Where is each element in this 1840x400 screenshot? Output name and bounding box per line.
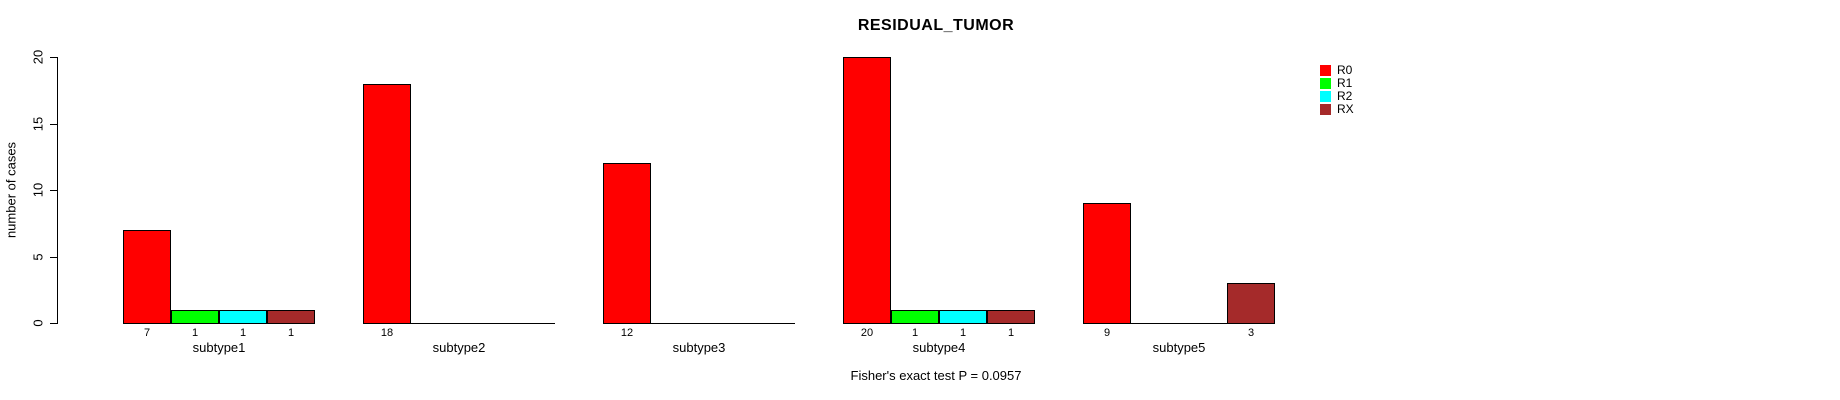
y-tick-label: 20 [30,49,46,65]
bar-value-label: 9 [1103,327,1111,339]
zero-bar-subtype2-R2 [459,323,507,324]
y-tick [50,257,57,258]
bar-value-label: 3 [1247,327,1255,339]
zero-bar-subtype2-R1 [411,323,459,324]
y-tick-label: 15 [30,116,46,132]
zero-bar-subtype3-R2 [699,323,747,324]
bar-subtype1-R2 [219,310,267,324]
legend-label-R1: R1 [1337,76,1353,90]
bar-subtype3-R0 [603,163,651,324]
y-tick [50,124,57,125]
legend-label-R2: R2 [1337,89,1353,103]
zero-bar-subtype2-RX [507,323,555,324]
legend-swatch-R1 [1320,78,1331,89]
bar-value-label: 1 [191,327,199,339]
bar-subtype1-RX [267,310,315,324]
legend-row-RX: RX [1320,103,1354,116]
bar-subtype5-R0 [1083,203,1131,324]
legend-label-R0: R0 [1337,63,1353,77]
zero-bar-subtype5-R2 [1179,323,1227,324]
legend-row-R2: R2 [1320,90,1354,103]
bar-value-label: 1 [959,327,967,339]
legend-row-R0: R0 [1320,64,1354,77]
bar-value-label: 1 [287,327,295,339]
y-tick-label: 10 [30,182,46,198]
legend-swatch-RX [1320,104,1331,115]
y-axis-line [57,57,58,324]
bar-value-label: 1 [1007,327,1015,339]
bar-subtype1-R1 [171,310,219,324]
y-tick [50,57,57,58]
bar-subtype4-R0 [843,57,891,324]
y-tick [50,323,57,324]
x-category-label-subtype5: subtype5 [1152,340,1206,355]
legend-swatch-R2 [1320,91,1331,102]
bar-subtype5-RX [1227,283,1275,324]
bar-value-label: 12 [620,327,634,339]
bar-subtype2-R0 [363,84,411,324]
zero-bar-subtype3-R1 [651,323,699,324]
bar-value-label: 1 [911,327,919,339]
chart-title: RESIDUAL_TUMOR [857,17,1015,34]
zero-bar-subtype3-RX [747,323,795,324]
legend: R0 R1 R2 RX [1320,64,1354,116]
bar-subtype4-R1 [891,310,939,324]
x-category-label-subtype3: subtype3 [672,340,726,355]
zero-bar-subtype5-R1 [1131,323,1179,324]
x-category-label-subtype1: subtype1 [192,340,246,355]
y-tick-label: 5 [30,253,46,261]
legend-label-RX: RX [1337,102,1354,116]
bar-value-label: 20 [860,327,874,339]
bar-subtype4-R2 [939,310,987,324]
x-category-label-subtype4: subtype4 [912,340,966,355]
y-tick-label: 0 [30,319,46,327]
legend-row-R1: R1 [1320,77,1354,90]
legend-swatch-R0 [1320,65,1331,76]
y-tick [50,190,57,191]
bar-value-label: 1 [239,327,247,339]
y-axis-label: number of cases [3,141,19,239]
bar-value-label: 7 [143,327,151,339]
fisher-test-note: Fisher's exact test P = 0.0957 [850,368,1022,383]
bar-subtype1-R0 [123,230,171,324]
x-category-label-subtype2: subtype2 [432,340,486,355]
bar-subtype4-RX [987,310,1035,324]
bar-value-label: 18 [380,327,394,339]
